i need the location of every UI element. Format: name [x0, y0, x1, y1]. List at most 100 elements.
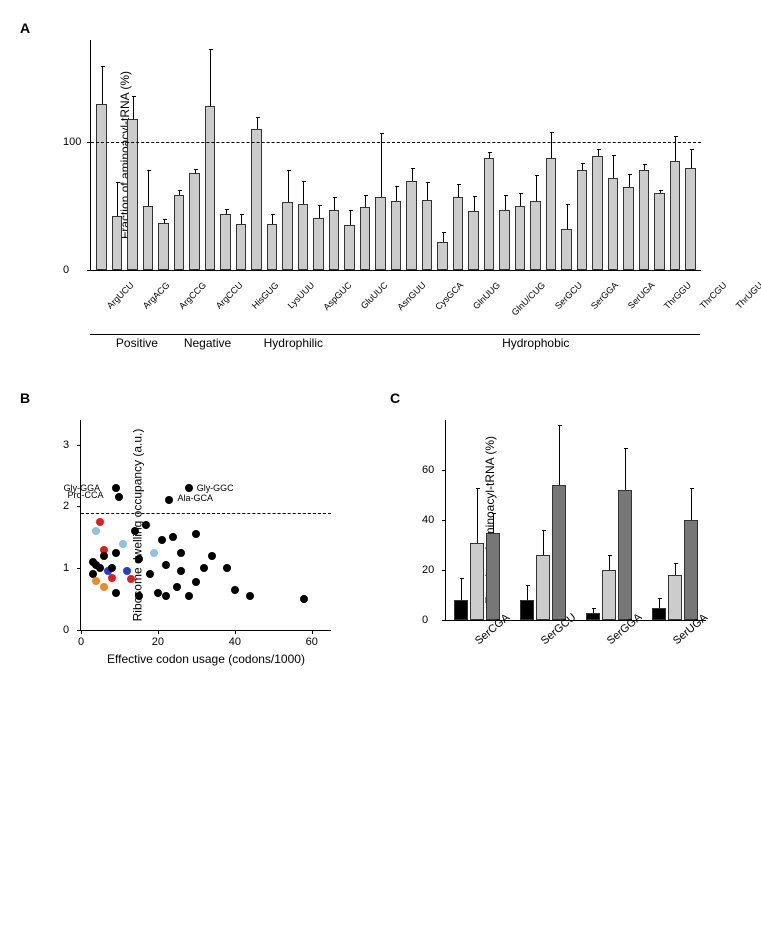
chart-c: Fraction of aminoacyl-tRNA (%) SerCGASer…: [445, 420, 706, 621]
chart-a-bar: [608, 178, 618, 270]
chart-a-bar: [205, 106, 215, 270]
chart-a-bar: [251, 129, 261, 270]
panel-b-label: B: [20, 390, 30, 406]
chart-a-bar: [236, 224, 246, 270]
chart-a-xlabel: ThrCGU: [698, 280, 729, 311]
chart-a-bar: [282, 202, 292, 270]
chart-b-ytick: 2: [63, 500, 69, 512]
chart-a-group-label: Hydrophobic: [372, 336, 700, 350]
chart-b-point: [162, 592, 170, 600]
chart-a: Fraction of aminoacyl-tRNA (%) ArgUCUArg…: [90, 40, 701, 271]
chart-b-point: [123, 567, 131, 575]
chart-a-bar: [375, 197, 385, 270]
chart-a-xlabel: ArgCCU: [213, 280, 244, 311]
chart-a-xlabel: SerUGA: [626, 280, 657, 311]
panel-a-label: A: [20, 20, 30, 36]
chart-c-bar: [618, 490, 632, 620]
chart-b-point: [108, 564, 116, 572]
chart-a-bar: [484, 158, 494, 270]
chart-b-point: [131, 527, 139, 535]
chart-b-point: [146, 570, 154, 578]
chart-a-xlabel: GlnU/CUG: [510, 280, 547, 317]
chart-b-point: [96, 518, 104, 526]
chart-a-group-label: Hydrophilic: [215, 336, 371, 350]
chart-a-xlabel: GlnUUG: [471, 280, 502, 311]
chart-a-xlabel: CysGCA: [434, 280, 466, 312]
chart-a-group-label: Negative: [184, 336, 215, 350]
chart-a-bar: [360, 207, 370, 270]
chart-a-ytick: 0: [63, 264, 69, 276]
chart-a-bar: [623, 187, 633, 270]
chart-a-bar: [654, 193, 664, 270]
chart-a-bar: [670, 161, 680, 270]
chart-a-bar: [96, 104, 106, 270]
chart-a-xlabel: ThrUGU: [734, 280, 761, 311]
chart-b-point: [150, 549, 158, 557]
chart-a-xlabel: GluUUC: [359, 280, 390, 311]
chart-a-bar: [437, 242, 447, 270]
chart-a-xlabels: ArgUCUArgACGArgCCGArgCCUHisGUGLysUUUAspG…: [95, 270, 697, 280]
chart-c-bar: [552, 485, 566, 620]
chart-a-bar: [174, 195, 184, 270]
chart-c-bar: [586, 613, 600, 621]
chart-b-point: [92, 577, 100, 585]
chart-c-ytick: 60: [422, 464, 434, 476]
chart-a-bar: [189, 173, 199, 270]
chart-a-xlabel: HisGUG: [249, 280, 280, 311]
chart-a-bar: [298, 204, 308, 270]
chart-b-reference-line: [81, 513, 331, 514]
chart-a-bar: [515, 206, 525, 270]
chart-b-point: [135, 592, 143, 600]
chart-c-bar: [652, 608, 666, 621]
chart-b-point-label: Gly-GGC: [197, 483, 234, 493]
chart-b-point-label: Pro-CCA: [67, 490, 103, 500]
chart-a-xlabel: SerGGA: [589, 280, 620, 311]
chart-a-bar: [685, 168, 695, 270]
chart-b-point: [223, 564, 231, 572]
chart-b-xtick: 60: [306, 636, 318, 648]
chart-b-point: [200, 564, 208, 572]
chart-c-bar: [520, 600, 534, 620]
chart-b-point: [162, 561, 170, 569]
chart-c-ytick: 40: [422, 514, 434, 526]
chart-b-xtick: 20: [152, 636, 164, 648]
chart-c-ytick: 20: [422, 564, 434, 576]
chart-a-bar: [499, 210, 509, 270]
chart-b-point: [100, 583, 108, 591]
chart-c-bar: [454, 600, 468, 620]
chart-a-bar: [561, 229, 571, 270]
chart-c-groups: SerCGASerGCUSerGGASerUGA: [454, 420, 698, 620]
chart-a-bar: [313, 218, 323, 270]
chart-b-point: [169, 533, 177, 541]
panel-c: C Fraction of aminoacyl-tRNA (%) SerCGAS…: [390, 390, 720, 690]
chart-a-bar: [453, 197, 463, 270]
chart-b-point: [112, 484, 120, 492]
chart-a-bars: [95, 40, 697, 270]
chart-a-bar: [530, 201, 540, 270]
chart-a-bar: [422, 200, 432, 270]
chart-b-point: [208, 552, 216, 560]
figure: A Fraction of aminoacyl-tRNA (%) ArgUCUA…: [20, 20, 741, 690]
chart-a-bar: [143, 206, 153, 270]
chart-a-xlabel: ArgCCG: [177, 280, 208, 311]
chart-c-bar: [668, 575, 682, 620]
chart-b-point: [300, 595, 308, 603]
chart-a-bar: [158, 223, 168, 270]
chart-b-point: [127, 575, 135, 583]
chart-a-group-labels: PositiveNegativeHydrophilicHydrophobic: [90, 336, 700, 356]
chart-a-bar: [639, 170, 649, 270]
chart-a-bar: [329, 210, 339, 270]
chart-a-bar: [220, 214, 230, 270]
chart-b-point: [100, 552, 108, 560]
panel-a: A Fraction of aminoacyl-tRNA (%) ArgUCUA…: [20, 20, 720, 360]
chart-a-xlabel: SerGCU: [553, 280, 584, 311]
chart-b-xtitle: Effective codon usage (codons/1000): [107, 652, 305, 666]
chart-b-point: [177, 549, 185, 557]
chart-a-xlabel: LysUUU: [285, 280, 316, 311]
chart-a-ytick: 100: [63, 136, 81, 148]
chart-b-point: [185, 592, 193, 600]
chart-b-point: [112, 589, 120, 597]
chart-b-point: [165, 496, 173, 504]
chart-c-bar: [602, 570, 616, 620]
chart-b-point: [135, 555, 143, 563]
